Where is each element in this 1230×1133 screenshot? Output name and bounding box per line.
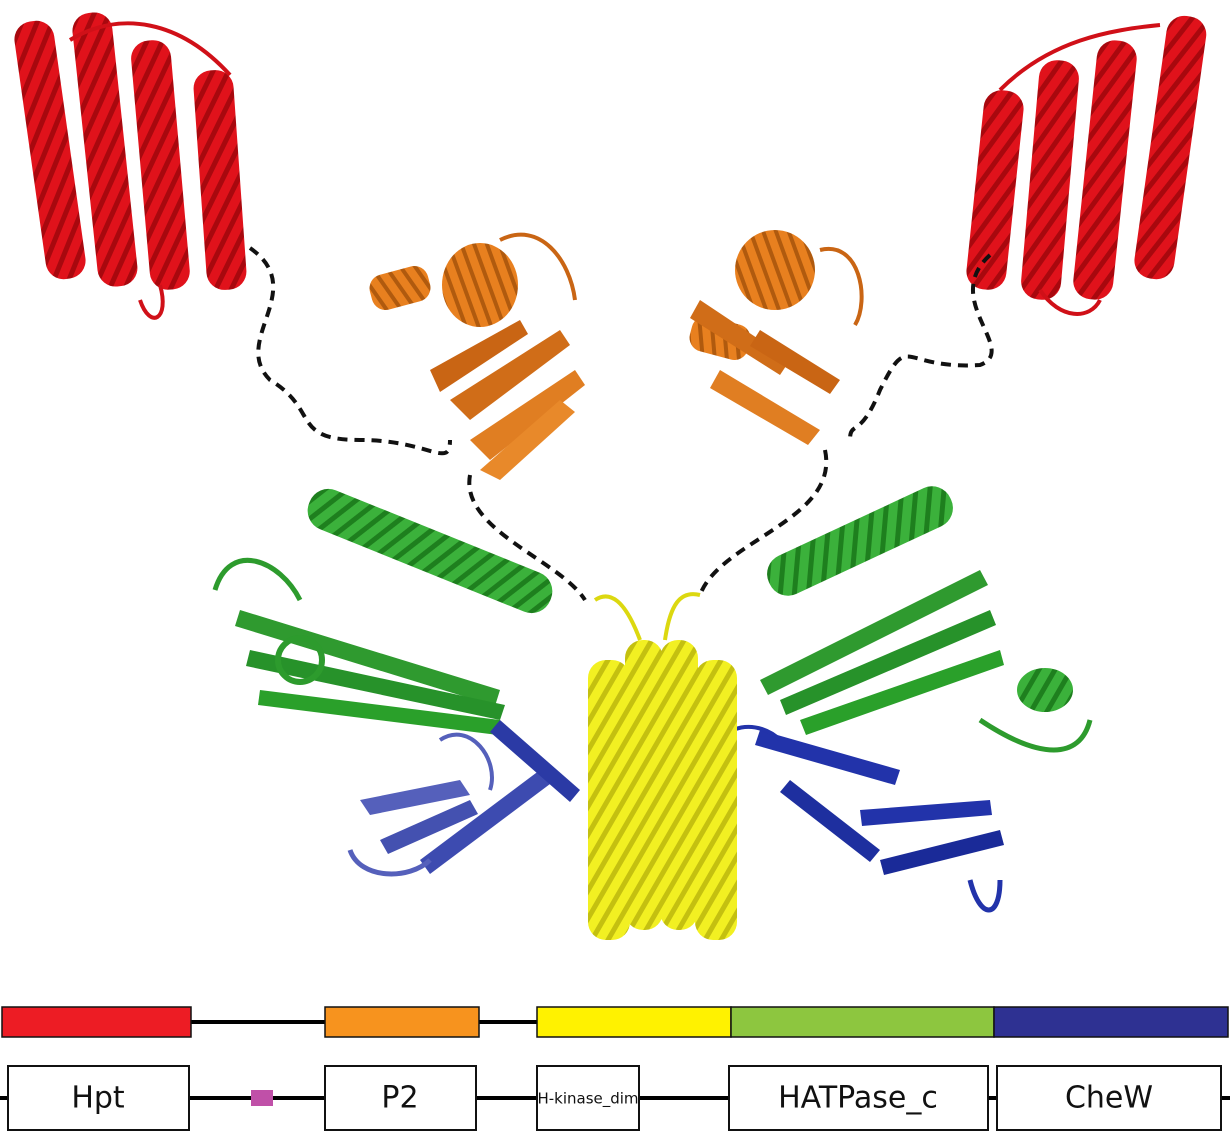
color-segment-chew bbox=[994, 1007, 1228, 1037]
domain-box-p2: P2 bbox=[325, 1066, 476, 1130]
motif-marker bbox=[251, 1090, 273, 1106]
hatpase-domain-right bbox=[760, 480, 1090, 750]
protein-structure bbox=[12, 11, 1208, 940]
domain-color-bar bbox=[2, 1007, 1228, 1037]
hpt-domain-right bbox=[965, 14, 1209, 314]
chew-domain-left bbox=[350, 720, 580, 874]
domain-box-hatpase-c: HATPase_c bbox=[729, 1066, 988, 1130]
domain-box-hpt: Hpt bbox=[8, 1066, 189, 1130]
domain-box-h-kinase-dim: H-kinase_dim bbox=[537, 1066, 639, 1130]
chew-domain-right bbox=[710, 727, 1004, 910]
hatpase-domain-left bbox=[215, 483, 558, 735]
svg-text:Hpt: Hpt bbox=[71, 1081, 125, 1116]
p2-domain-right bbox=[686, 230, 861, 445]
svg-text:P2: P2 bbox=[381, 1081, 418, 1116]
p2-domain-left bbox=[366, 235, 585, 480]
svg-text:HATPase_c: HATPase_c bbox=[778, 1081, 938, 1116]
domain-box-chew: CheW bbox=[997, 1066, 1221, 1130]
svg-text:H-kinase_dim: H-kinase_dim bbox=[537, 1090, 638, 1109]
color-segment-hpt bbox=[2, 1007, 191, 1037]
svg-text:CheW: CheW bbox=[1065, 1081, 1153, 1116]
domain-architecture-map: Hpt P2 H-kinase_dim HATPase_c CheW bbox=[0, 1066, 1230, 1130]
color-segment-hatpase-c bbox=[731, 1007, 994, 1037]
hpt-domain-left bbox=[12, 11, 248, 318]
color-segment-p2 bbox=[325, 1007, 479, 1037]
h-kinase-dim-domain bbox=[588, 594, 737, 940]
color-segment-h-kinase-dim bbox=[537, 1007, 731, 1037]
